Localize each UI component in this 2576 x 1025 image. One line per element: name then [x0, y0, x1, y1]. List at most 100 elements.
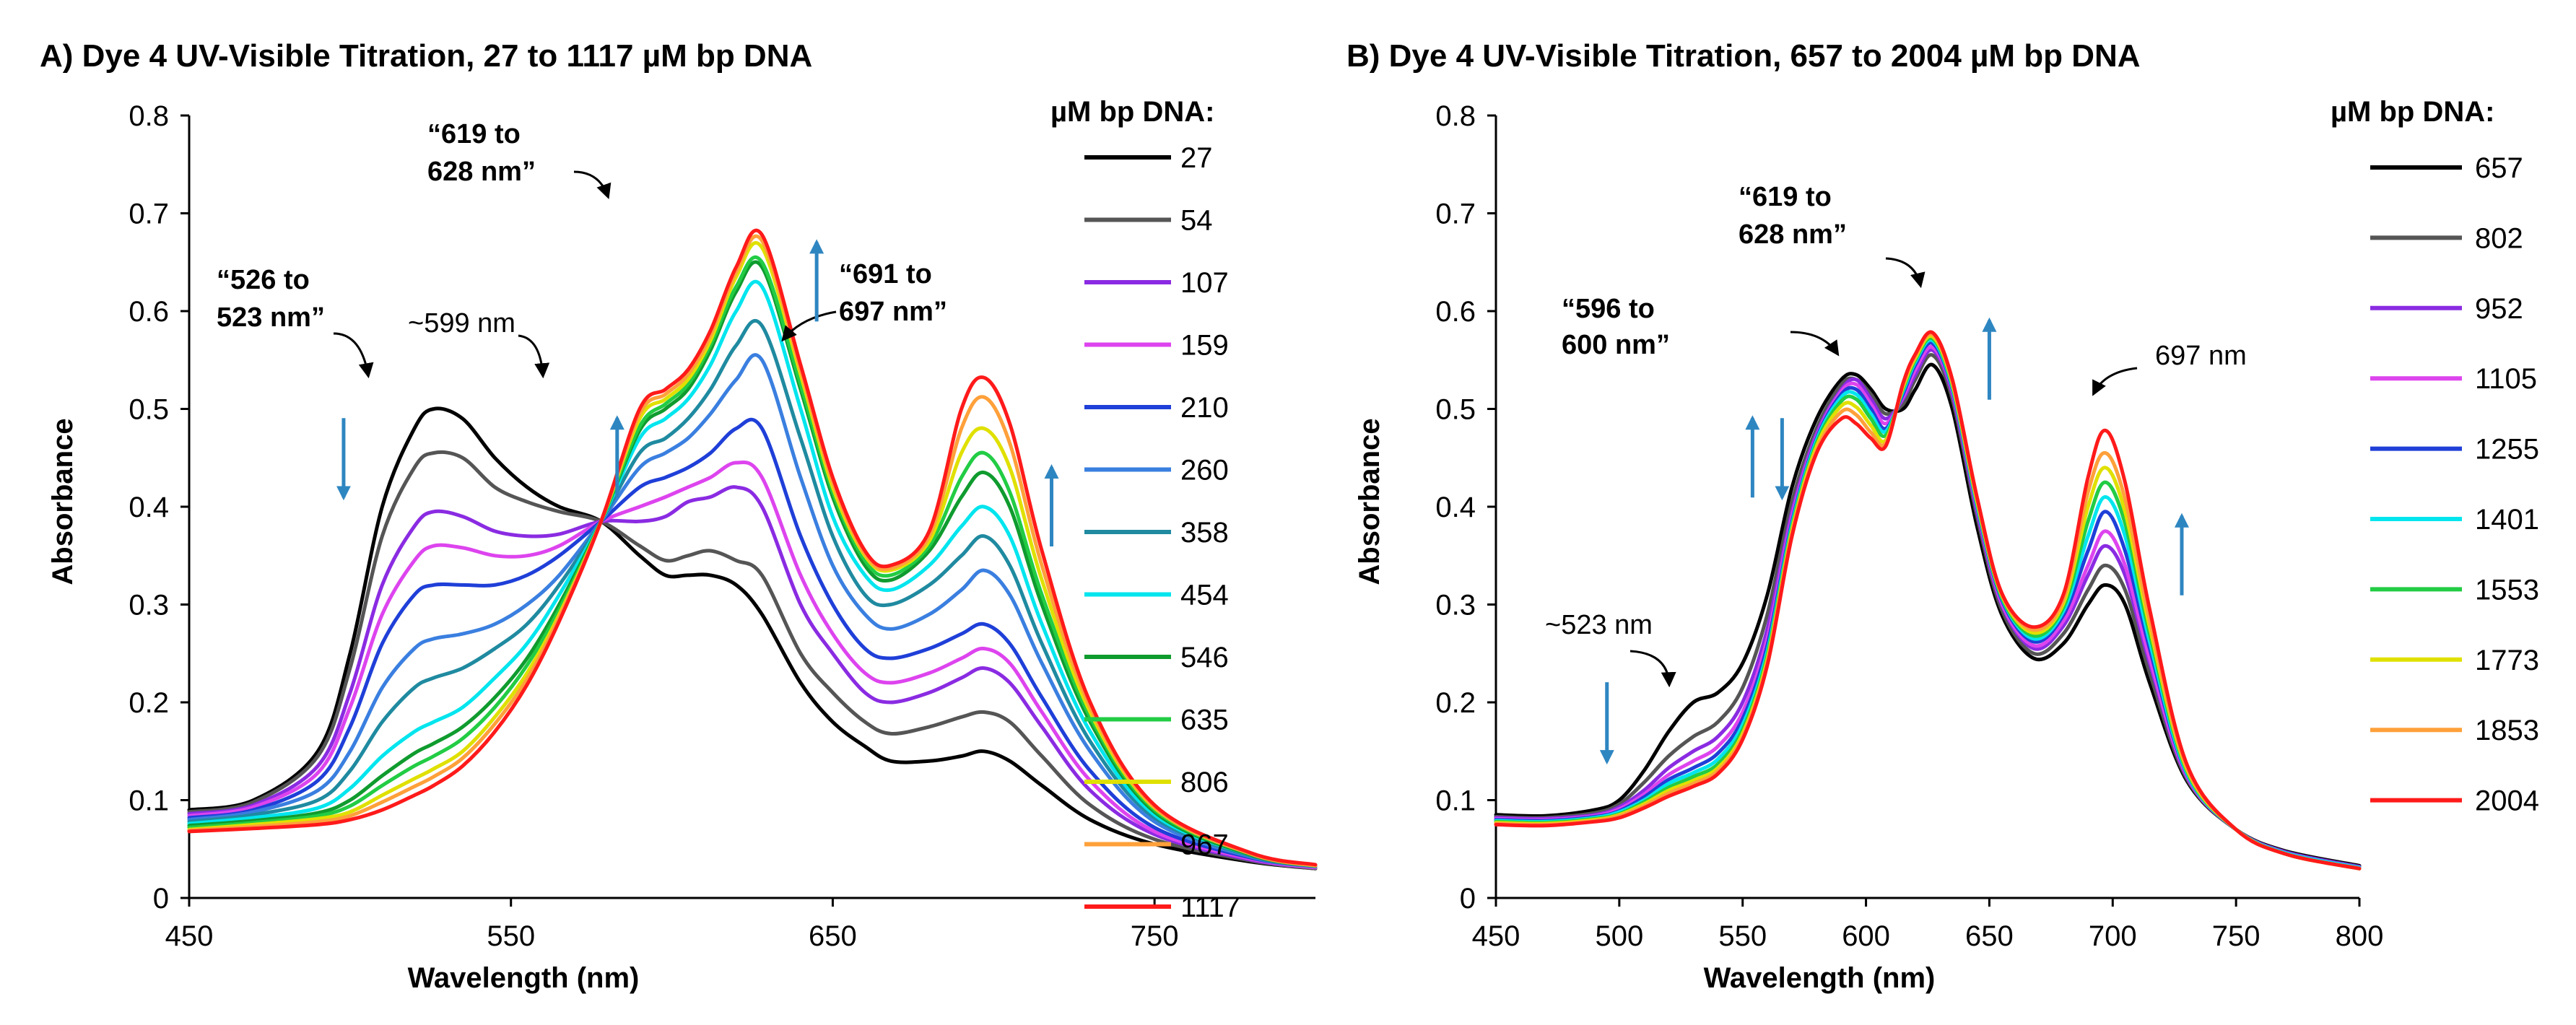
panel-a-legend-label-54: 54 [1180, 205, 1213, 237]
panel-a-legend-label-546: 546 [1180, 642, 1229, 673]
panel-a-y-tick-label: 0.2 [129, 687, 169, 719]
panel-a-annotation-text: “691 to [839, 259, 932, 289]
panel-a-legend-label-27: 27 [1180, 142, 1213, 174]
panel-a-legend-label-159: 159 [1180, 330, 1229, 362]
panel-a-series-line-806 [187, 240, 1318, 868]
panel-a-series-line-1117 [187, 228, 1318, 867]
panel-a-annotation-text: ~599 nm [408, 308, 515, 339]
panel-b-annotation-pointer-icon [1885, 257, 1926, 289]
panel-b-series-line-1773 [1494, 333, 2362, 871]
panel-b-legend-title: µM bp DNA: [2331, 96, 2494, 128]
panel-a-annotation-pointer-icon [518, 334, 550, 379]
panel-a-legend-label-358: 358 [1180, 517, 1229, 549]
panel-a-x-tick-label: 450 [165, 920, 214, 952]
panel-a-legend: 27 54 107 159 210 260 358 454 546 635 806 967 1117 [1084, 142, 1240, 923]
panel-b-annotation-pointer-icon [2092, 367, 2138, 396]
panel-b-legend-label-657: 657 [2475, 152, 2523, 184]
panel-b-y-tick-label: 0.2 [1435, 687, 1476, 719]
panel-b-annotation-text: “619 to [1739, 182, 1832, 212]
panel-b-legend-label-802: 802 [2475, 222, 2523, 254]
panel-a-y-tick-label: 0 [153, 883, 169, 915]
panel-a-annotation-pointer-icon [781, 310, 837, 342]
panel-a-y-tick-label: 0.1 [129, 785, 169, 817]
panel-b-x-tick-label: 800 [2336, 920, 2384, 952]
panel-b-x-axis-title: Wavelength (nm) [1704, 962, 1936, 994]
panel-b-series-line-1255 [1494, 341, 2362, 870]
panel-a-annotation-text: 523 nm” [217, 302, 325, 333]
panel-b-series-line-1553 [1494, 336, 2362, 871]
panel-a-series-line-54 [187, 450, 1318, 871]
panel-b-legend-label-1105: 1105 [2475, 363, 2537, 395]
panel-b-x-tick-label: 750 [2212, 920, 2260, 952]
panel-a-y-tick-label: 0.6 [129, 296, 169, 328]
panel-a-series-line-967 [187, 234, 1318, 868]
panel-b-legend-label-1853: 1853 [2475, 715, 2539, 746]
panel-b-y-tick-label: 0 [1460, 883, 1476, 915]
panel-b-annotation-text: 628 nm” [1739, 219, 1847, 250]
panel-a-legend-label-260: 260 [1180, 455, 1229, 487]
panel-a-legend-label-107: 107 [1180, 267, 1229, 299]
panel-a-annotation-text: “526 to [217, 265, 310, 295]
panel-a: A) Dye 4 UV-Visible Titration, 27 to 111… [40, 38, 1318, 994]
panel-b-series-line-1105 [1494, 345, 2362, 870]
panel-b-legend-label-1773: 1773 [2475, 645, 2539, 676]
panel-a-series-line-454 [187, 279, 1318, 868]
panel-b-series-line-1401 [1494, 338, 2362, 870]
panel-b-x-tick-label: 600 [1842, 920, 1890, 952]
panel-b-y-tick-label: 0.1 [1435, 785, 1476, 817]
panel-b-x-tick-label: 550 [1718, 920, 1767, 952]
panel-b-y-tick-label: 0.7 [1435, 199, 1476, 230]
panel-b-series-line-2004 [1494, 330, 2362, 871]
panel-a-annotation-text: “619 to [427, 119, 521, 149]
panel-a-series-line-27 [187, 406, 1318, 871]
panel-b-y-tick-label: 0.3 [1435, 590, 1476, 621]
panel-b-y-tick-label: 0.6 [1435, 296, 1476, 328]
panel-b-title: B) Dye 4 UV-Visible Titration, 657 to 20… [1346, 38, 2141, 74]
panel-b-x-tick-label: 500 [1595, 920, 1643, 952]
panel-a-series-line-635 [187, 255, 1318, 868]
panel-b-annotation-pointer-icon [1790, 331, 1840, 357]
panel-b-series-line-1853 [1494, 332, 2362, 871]
panel-a-x-tick-label: 650 [809, 920, 857, 952]
panel-b-plot-area: 0 0.1 0.2 0.3 0.4 0.5 0.6 0.7 0.8 450 500 550 600 650… [1435, 100, 2383, 952]
panel-b-series-line-657 [1494, 362, 2362, 868]
panel-a-series-line-159 [187, 461, 1318, 870]
panel-a-y-axis-title: Absorbance [47, 418, 79, 585]
panel-a-title: A) Dye 4 UV-Visible Titration, 27 to 111… [40, 38, 812, 74]
panel-a-x-axis-title: Wavelength (nm) [408, 962, 640, 994]
panel-a-y-tick-label: 0.8 [129, 100, 169, 132]
panel-a-legend-label-1117: 1117 [1180, 891, 1240, 923]
panel-b-legend-label-1255: 1255 [2475, 434, 2539, 466]
panel-a-annotation-pointer-icon [573, 170, 612, 199]
panel-b-annotation-text: 600 nm” [1562, 330, 1670, 360]
panel-a-y-tick-label: 0.4 [129, 492, 169, 523]
panel-a-legend-label-806: 806 [1180, 767, 1229, 798]
panel-b-legend-label-1553: 1553 [2475, 574, 2539, 606]
panel-a-y-tick-label: 0.5 [129, 394, 169, 426]
panel-b-y-tick-label: 0.8 [1435, 100, 1476, 132]
panel-b-annotation-pointer-icon [1629, 650, 1676, 688]
panel-b-y-axis-title: Absorbance [1354, 418, 1385, 585]
panel-b-annotation-text: ~523 nm [1545, 610, 1653, 640]
panel-b-x-tick-label: 450 [1472, 920, 1520, 952]
panel-a-x-tick-label: 750 [1131, 920, 1179, 952]
panel-b-y-tick-label: 0.4 [1435, 492, 1476, 523]
panel-a-annotation-text: 628 nm” [427, 157, 536, 187]
panel-b-series-line-802 [1494, 353, 2362, 869]
panel-b-legend-label-952: 952 [2475, 293, 2523, 325]
panel-a-y-tick-label: 0.7 [129, 199, 169, 230]
panel-a-series-line-210 [187, 417, 1318, 869]
panel-b-legend: 657 802 952 1105 1255 1401 1553 1773 1853 2004 [2370, 152, 2539, 817]
panel-a-legend-label-635: 635 [1180, 705, 1229, 736]
panel-b-series-line-952 [1494, 348, 2362, 869]
panel-b-y-tick-label: 0.5 [1435, 394, 1476, 426]
panel-a-legend-title: µM bp DNA: [1050, 96, 1214, 128]
panel-a-y-tick-label: 0.3 [129, 590, 169, 621]
panel-b-annotation-text: 697 nm [2155, 341, 2247, 371]
panel-a-annotation-pointer-icon [333, 332, 374, 379]
panel-b: B) Dye 4 UV-Visible Titration, 657 to 20… [1346, 38, 2539, 994]
panel-a-series-line-260 [187, 353, 1318, 869]
panel-a-series-line-107 [187, 485, 1318, 870]
panel-a-annotation-text: 697 nm” [839, 297, 947, 327]
panel-b-x-tick-label: 650 [1965, 920, 2014, 952]
